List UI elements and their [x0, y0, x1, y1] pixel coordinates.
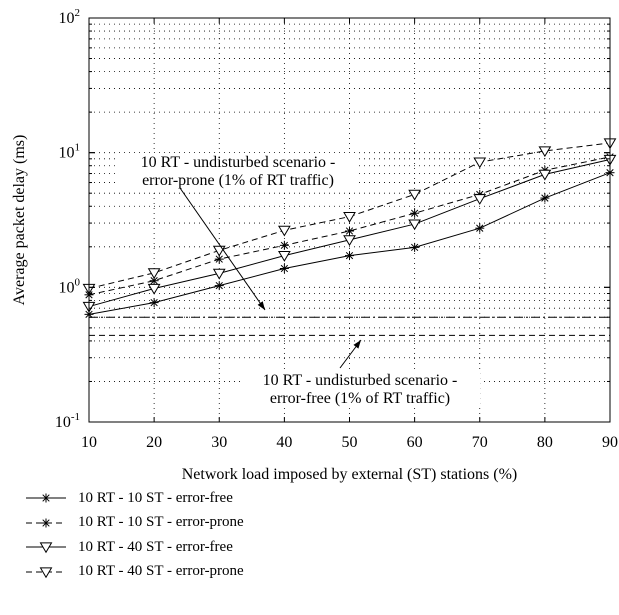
data-point: [408, 219, 421, 231]
data-point: [214, 281, 224, 291]
x-tick-label: 60: [407, 434, 423, 451]
x-tick-label: 40: [276, 434, 292, 451]
legend-label: 10 RT - 40 ST - error-free: [78, 538, 233, 555]
series-lines: [82, 138, 617, 319]
x-tick-label: 70: [472, 434, 488, 451]
x-tick-labels: 10 20 30 40 50 60 70 80 90: [81, 434, 618, 451]
data-point: [410, 242, 420, 252]
annotation-text: error-prone (1% of RT traffic): [142, 172, 334, 189]
legend-item: 10 RT - 10 ST - error-free: [22, 486, 244, 511]
annotation-backdrop: [240, 389, 480, 407]
data-point: [475, 223, 485, 233]
legend-marker: [39, 542, 53, 554]
chart-area: 10 RT - undisturbed scenario -error-pron…: [11, 7, 618, 483]
data-point: [147, 283, 161, 295]
data-point: [540, 193, 550, 203]
data-point: [345, 226, 354, 236]
annotation-2: 10 RT - undisturbed scenario -error-free…: [240, 339, 480, 407]
legend-label: 10 RT - 10 ST - error-free: [78, 489, 233, 506]
y-axis-label: Average packet delay (ms): [11, 135, 28, 306]
x-tick-label: 30: [211, 434, 227, 451]
data-point: [279, 240, 289, 250]
annotation-text: 10 RT - undisturbed scenario -: [263, 372, 458, 389]
legend: 10 RT - 10 ST - error-free 10 RT - 10 ST …: [22, 486, 244, 584]
legend-label: 10 RT - 10 ST - error-prone: [78, 514, 244, 531]
x-axis-label: Network load imposed by external (ST) st…: [182, 466, 517, 483]
legend-marker: [41, 493, 51, 503]
annotations: 10 RT - undisturbed scenario -error-pron…: [118, 153, 480, 407]
data-point: [149, 298, 159, 308]
annotation-backdrop: [240, 371, 480, 389]
reference-lines: [89, 316, 610, 336]
data-point: [345, 251, 354, 261]
annotation-1: 10 RT - undisturbed scenario -error-pron…: [118, 153, 358, 311]
legend-marker: [41, 518, 51, 528]
data-point: [473, 194, 487, 205]
legend-swatch: [26, 518, 66, 528]
y-tick-label: 101: [59, 142, 81, 162]
x-tick-label: 20: [146, 434, 162, 451]
data-point: [278, 250, 291, 262]
data-point: [538, 169, 552, 181]
x-tick-label: 50: [342, 434, 358, 451]
data-point: [343, 235, 356, 247]
data-point: [473, 157, 487, 169]
legend-item: 10 RT - 40 ST - error-free: [22, 535, 244, 560]
annotation-text: 10 RT - undisturbed scenario -: [141, 154, 336, 171]
legend-item: 10 RT - 10 ST - error-prone: [22, 511, 244, 536]
data-point: [212, 268, 226, 280]
data-point: [212, 245, 226, 257]
annotation-text: error-free (1% of RT traffic): [270, 390, 450, 407]
data-point: [343, 212, 356, 223]
y-tick-label: 10-1: [55, 411, 80, 431]
x-tick-label: 80: [537, 434, 553, 451]
legend-swatch: [26, 493, 66, 503]
data-point: [278, 225, 291, 237]
legend-swatch: [26, 567, 66, 578]
data-point: [147, 268, 161, 280]
legend-label: 10 RT - 40 ST - error-prone: [78, 563, 244, 580]
axis-ticks: [88, 17, 611, 423]
x-tick-label: 90: [602, 434, 618, 451]
data-point: [408, 189, 421, 201]
annotation-backdrop: [118, 171, 358, 189]
annotation-backdrop: [118, 153, 358, 171]
legend-swatch: [26, 542, 66, 554]
y-tick-label: 100: [59, 276, 81, 296]
arrow-head: [353, 340, 361, 349]
data-point: [279, 263, 289, 273]
data-point: [410, 208, 420, 218]
x-tick-label: 10: [81, 434, 97, 451]
data-point: [538, 146, 552, 158]
annotation-arrow: [179, 187, 266, 311]
arrow-head: [257, 301, 265, 310]
y-tick-label: 102: [59, 7, 81, 27]
series-line: [88, 156, 611, 296]
y-tick-labels: 10-1 100 101 102: [55, 7, 81, 431]
legend-item: 10 RT - 40 ST - error-prone: [22, 560, 244, 585]
legend-marker: [39, 567, 53, 578]
